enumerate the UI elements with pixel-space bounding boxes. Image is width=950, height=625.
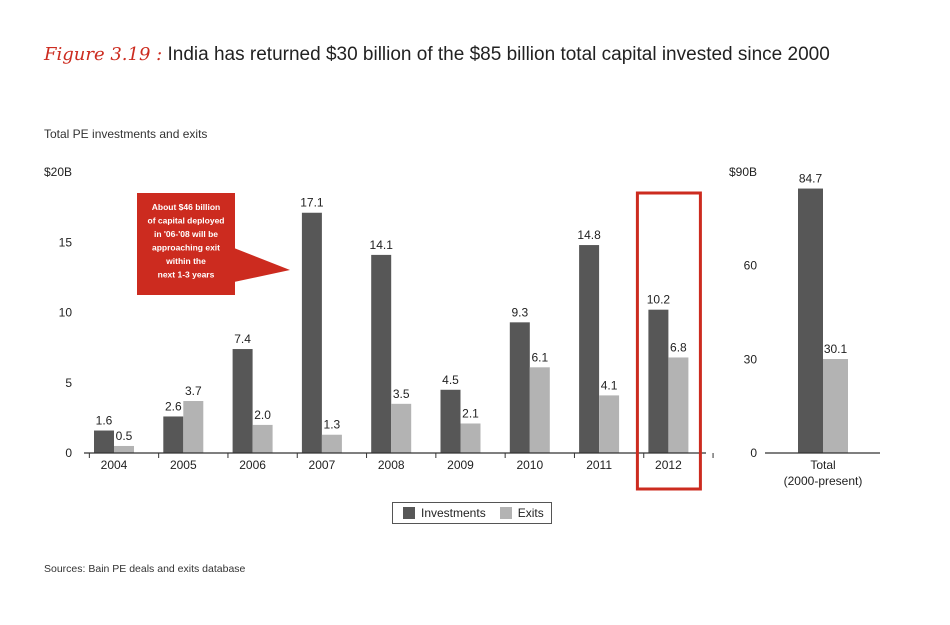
data-label-exits-2006: 2.0: [254, 408, 271, 422]
data-label-investments-2010: 9.3: [511, 305, 528, 319]
callout-text-line: About $46 billion: [152, 202, 220, 212]
x-tick-label-2011: 2011: [586, 458, 612, 472]
data-label-investments-2009: 4.5: [442, 373, 459, 387]
x-tick-label-2012: 2012: [655, 458, 682, 472]
y-tick-label-left: $20B: [44, 165, 72, 179]
y-tick-label-left: 10: [59, 306, 73, 320]
data-label-exits-2010: 6.1: [531, 350, 548, 364]
data-label-exits-2009: 2.1: [462, 406, 479, 420]
legend-item-exits: Exits: [499, 506, 544, 520]
bar-investments-2008: [371, 254, 392, 453]
data-label-investments-2007: 17.1: [300, 196, 324, 210]
data-label-investments-2004: 1.6: [96, 414, 113, 428]
x-tick-label-2010: 2010: [516, 458, 543, 472]
bar-exits-2010: [529, 367, 550, 453]
data-label-exits-2012: 6.8: [670, 340, 687, 354]
figure-number: Figure 3.19 :: [44, 44, 163, 65]
figure-title-text: India has returned $30 billion of the $8…: [167, 44, 830, 65]
callout-pointer: [234, 248, 290, 282]
bar-investments-2007: [301, 212, 322, 453]
legend-swatch-investments: [403, 507, 415, 519]
y-tick-label-left: 5: [65, 376, 72, 390]
bar-exits-2009: [460, 423, 481, 453]
data-label-exits-2005: 3.7: [185, 384, 202, 398]
data-label-exits-2008: 3.5: [393, 387, 410, 401]
data-label-investments-2011: 14.8: [577, 228, 601, 242]
bar-investments-2011: [579, 245, 600, 453]
data-label-investments-2012: 10.2: [647, 293, 671, 307]
callout-text-line: next 1-3 years: [158, 270, 215, 280]
data-label-exits-2011: 4.1: [601, 378, 618, 392]
legend-label-exits: Exits: [517, 506, 544, 520]
figure-title: Figure 3.19 : India has returned $30 bil…: [44, 44, 830, 66]
legend-item-investments: Investments: [403, 506, 486, 520]
bar-exits-total: [823, 359, 848, 453]
y-tick-label-right: 0: [750, 446, 757, 460]
source-note: Sources: Bain PE deals and exits databas…: [44, 563, 246, 575]
bar-investments-2010: [509, 322, 530, 453]
callout-text-line: approaching exit: [152, 243, 220, 253]
highlight-box-2012: [635, 191, 702, 491]
bar-exits-2006: [252, 424, 273, 453]
x-tick-label-2008: 2008: [378, 458, 405, 472]
bar-exits-2008: [391, 403, 412, 453]
y-tick-label-right: 60: [744, 259, 758, 273]
x-tick-label-2004: 2004: [101, 458, 128, 472]
legend-label-investments: Investments: [421, 506, 486, 520]
bar-investments-total: [798, 188, 823, 453]
bar-exits-2011: [599, 395, 620, 453]
x-tick-label-2009: 2009: [447, 458, 474, 472]
bar-investments-2004: [94, 430, 114, 453]
data-label-exits-2007: 1.3: [324, 418, 341, 432]
x-tick-label-total: Total: [810, 458, 835, 472]
data-label-investments-2008: 14.1: [370, 238, 394, 252]
data-label-investments-2005: 2.6: [165, 399, 182, 413]
bar-investments-2012: [648, 309, 669, 453]
x-tick-label-total: (2000-present): [784, 474, 863, 488]
y-tick-label-left: 0: [65, 446, 72, 460]
bar-exits-2005: [183, 401, 204, 453]
callout-text-line: within the: [165, 256, 206, 266]
data-label-exits-total: 30.1: [824, 342, 848, 356]
bar-investments-2006: [232, 349, 253, 453]
x-tick-label-2006: 2006: [239, 458, 266, 472]
bar-exits-2004: [114, 445, 134, 453]
y-tick-label-left: 15: [59, 235, 73, 249]
callout-box: [137, 193, 235, 295]
x-tick-label-2007: 2007: [309, 458, 336, 472]
bar-investments-2009: [440, 389, 461, 453]
data-label-exits-2004: 0.5: [116, 429, 133, 443]
chart-subtitle: Total PE investments and exits: [44, 127, 208, 141]
data-label-investments-total: 84.7: [799, 172, 823, 186]
y-tick-label-right: 30: [744, 352, 758, 366]
bar-investments-2005: [163, 416, 184, 453]
x-tick-label-2005: 2005: [170, 458, 197, 472]
chart-legend: Investments Exits: [392, 502, 552, 524]
bar-exits-2012: [668, 357, 689, 453]
bar-exits-2007: [321, 434, 342, 453]
callout-text-line: of capital deployed: [148, 216, 225, 226]
legend-swatch-exits: [499, 507, 512, 519]
y-tick-label-right: $90B: [729, 165, 757, 179]
data-label-investments-2006: 7.4: [234, 332, 251, 346]
callout-text-line: in '06-'08 will be: [154, 229, 218, 239]
